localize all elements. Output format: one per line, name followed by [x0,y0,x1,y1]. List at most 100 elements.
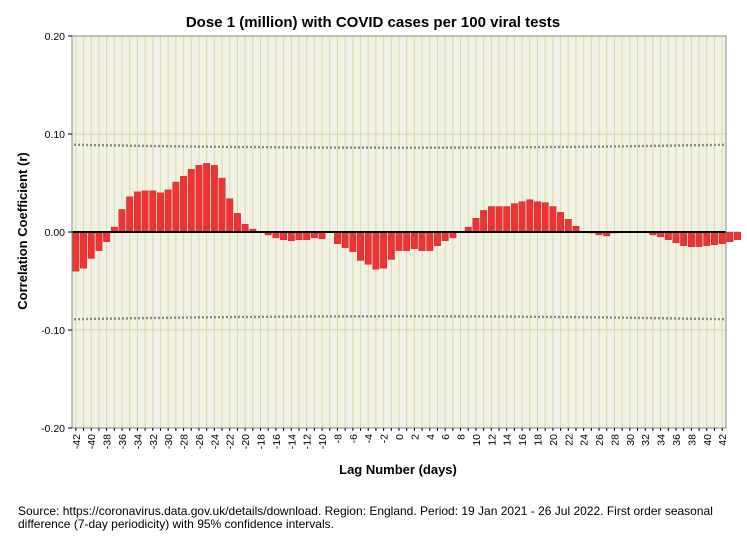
x-tick-label: 6 [440,434,452,440]
bar-lag-3 [418,231,426,251]
y-tick-label: -0.20 [41,423,65,435]
bar-lag-4 [426,231,434,251]
x-tick-label: -24 [209,434,221,449]
y-tick-label: 0.10 [45,129,66,141]
bar-lag-2 [410,231,418,249]
bar-lag--13 [295,231,303,241]
x-axis-ticks: -42 -40 -38 -36 -34 -32 -30 -28 -26 -24 -22 -20 -18-… [71,428,729,449]
x-tick-label: 26 [594,434,606,446]
bar-lag--36 [118,209,126,233]
bar-lag-40 [703,231,711,246]
bar-lag-13 [495,206,503,233]
bar-lag--41 [80,231,87,269]
x-tick-label: 14 [502,434,514,446]
x-axis-label: Lag Number (days) [339,462,457,477]
bar-lag--30 [164,189,172,233]
bar-lag--10 [318,231,326,240]
x-tick-label: 38 [686,434,698,446]
x-tick-label: -18 [256,434,268,449]
bar-lag--2 [380,231,388,269]
x-tick-label: -34 [132,434,144,449]
bar-lag--14 [287,231,295,242]
x-tick-label: -40 [86,434,98,449]
bar-lag-undefined [734,231,741,241]
x-tick-label: 22 [563,434,575,446]
x-tick-label: -16 [271,434,283,449]
x-tick-label: 12 [486,434,498,446]
upper-confidence-limit [73,143,725,149]
bar-lag--7 [341,231,349,248]
bar-lag-15 [510,203,518,233]
x-tick-label: 34 [656,434,668,446]
bar-lag--32 [149,190,157,233]
y-axis-ticks: 0.20 0.10 0.00 -0.10 -0.20 [41,31,72,435]
bar-lag-0 [395,231,403,251]
bar-lag--20 [241,223,249,233]
x-tick-label: -12 [302,434,314,449]
x-tick-label: -8 [332,434,344,443]
chart-title: Dose 1 (million) with COVID cases per 10… [186,14,560,31]
x-tick-label: 20 [548,434,560,446]
bar-lag--35 [126,196,134,233]
bar-lag--42 [72,231,80,272]
x-tick-label: 28 [609,434,621,446]
bar-lag--38 [103,231,111,243]
x-tick-label: 16 [517,434,529,446]
x-tick-label: -30 [163,434,175,449]
bar-lag--22 [226,198,234,233]
bar-lag-36 [672,231,680,243]
bar-lag--28 [180,175,187,233]
x-tick-label: 18 [532,434,544,446]
bar-lag-16 [518,201,526,233]
bar-lag--33 [141,190,149,233]
bar-lag--4 [364,231,372,265]
bar-lag-12 [487,206,495,233]
x-tick-label: 40 [702,434,714,446]
bar-lag-14 [503,206,511,233]
x-tick-label: 24 [579,434,591,446]
bar-lag--1 [387,231,395,260]
x-tick-label: 4 [425,434,437,440]
x-tick-label: 36 [671,434,683,446]
x-tick-label: -36 [117,434,129,449]
y-tick-label: 0.00 [45,227,66,239]
bar-lag-35 [664,231,672,241]
bar-lag--31 [157,192,164,233]
x-tick-label: -14 [286,434,298,449]
bar-lag--25 [203,163,211,233]
x-tick-label: 30 [625,434,637,446]
bar-lag--21 [233,213,241,233]
source-note: Source: https://coronavirus.data.gov.uk/… [18,504,713,531]
x-tick-label: 10 [471,434,483,446]
bar-lag--24 [210,165,218,233]
x-tick-label: -32 [148,434,160,449]
bar-lag--29 [172,181,180,233]
y-tick-label: -0.10 [41,325,65,337]
bar-lag-21 [557,212,565,233]
bar-lag-18 [534,201,541,233]
x-tick-label: 32 [640,434,652,446]
x-tick-label: 0 [394,434,406,440]
bar-lag--39 [95,231,103,251]
x-tick-label: -42 [71,434,83,449]
x-tick-label: -6 [348,434,360,443]
x-tick-label: -20 [240,434,252,449]
bar-lag-39 [695,231,703,247]
lower-confidence-limit [73,315,725,321]
bar-lag-10 [472,218,480,233]
bar-lag-19 [541,202,549,233]
bar-lag--23 [218,177,226,233]
x-tick-label: 42 [717,434,729,446]
bar-lag-37 [680,231,688,246]
bar-lag--5 [357,231,364,261]
bar-lag--26 [195,165,203,233]
bar-lag-17 [526,199,534,233]
x-tick-label: 8 [456,434,468,440]
bar-lag-1 [403,231,411,251]
confidence-interval-lines [73,143,725,321]
x-tick-label: 2 [409,434,421,440]
bar-lag--8 [334,231,341,244]
bar-lag-20 [549,206,557,233]
x-tick-label: -4 [363,434,375,443]
